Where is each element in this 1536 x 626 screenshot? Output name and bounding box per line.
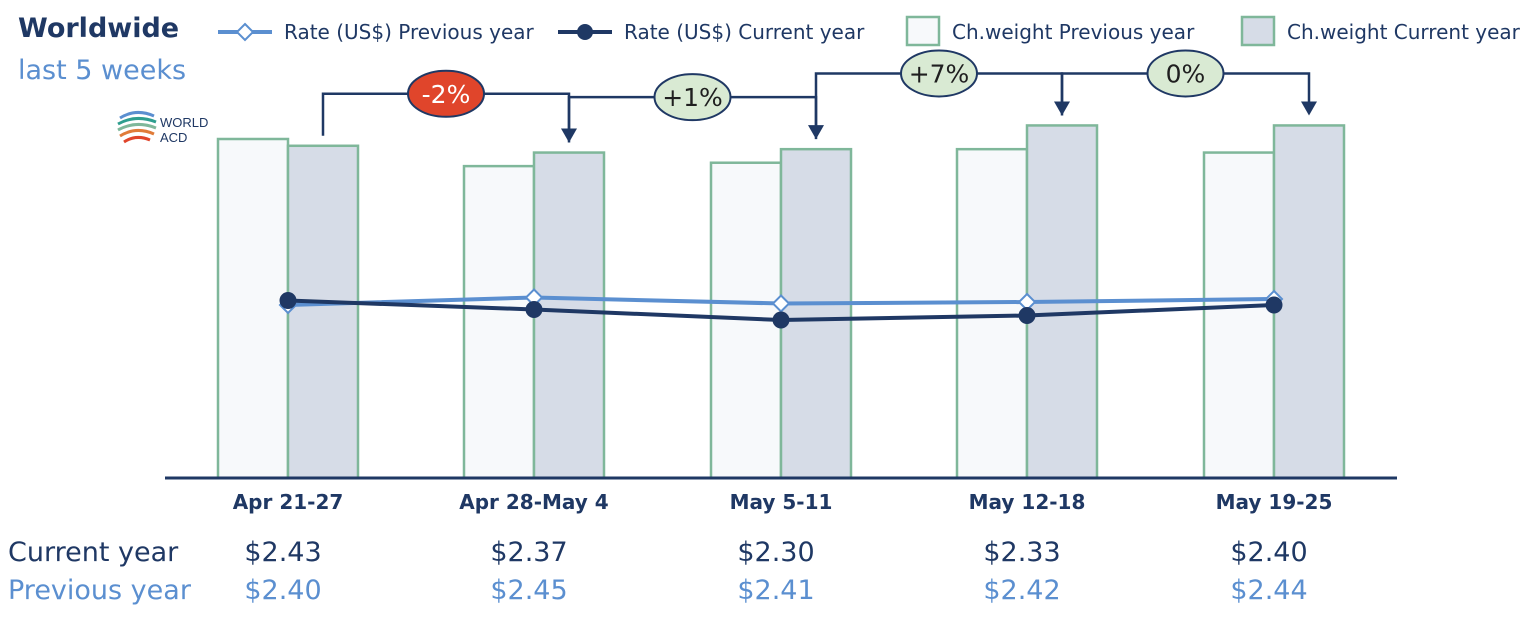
row-label-previous-year: Previous year: [8, 575, 192, 606]
table-value-previous: $2.41: [737, 575, 814, 606]
change-badge-label: 0%: [1166, 59, 1206, 88]
point-rate-current: [279, 292, 297, 309]
row-label-current-year: Current year: [8, 537, 179, 568]
table-value-current: $2.37: [490, 537, 567, 568]
x-tick-label: Apr 28-May 4: [459, 490, 608, 514]
arrow-down-icon: [1301, 101, 1317, 116]
table-value-previous: $2.40: [244, 575, 321, 606]
bar-weight-previous: [462, 164, 536, 480]
legend-label-rate-previous: Rate (US$) Previous year: [284, 20, 535, 44]
bar-weight-current: [779, 147, 853, 480]
chart-subtitle: last 5 weeks: [18, 55, 186, 86]
change-badge: [1146, 49, 1225, 98]
x-tick-label: Apr 21-27: [233, 490, 344, 514]
change-arrows: -2% +1% +7% 0%: [321, 49, 1317, 143]
point-rate-current: [772, 311, 790, 329]
logo-text-line2: ACD: [160, 130, 187, 145]
logo-text-line1: WORLD: [160, 115, 208, 130]
legend: Rate (US$) Previous year Rate (US$) Curr…: [218, 15, 1521, 47]
legend-item-rate-current: Rate (US$) Current year: [558, 20, 865, 44]
table-value-previous: $2.45: [490, 575, 567, 606]
bar-weight-previous: [1202, 151, 1276, 480]
change-badge: [407, 69, 485, 118]
table-value-current: $2.33: [983, 537, 1060, 568]
table-value-previous: $2.44: [1230, 575, 1307, 606]
x-tick-label: May 5-11: [730, 490, 833, 514]
bar-weight-previous: [955, 147, 1029, 480]
diamond-marker-icon: [235, 22, 255, 42]
table-value-current: $2.40: [1230, 537, 1307, 568]
change-badge-label: -2%: [422, 80, 471, 109]
point-rate-current: [525, 301, 543, 318]
change-badge: [653, 73, 732, 122]
change-badge-label: +1%: [662, 83, 723, 112]
point-rate-current: [1018, 307, 1036, 324]
legend-label-weight-previous: Ch.weight Previous year: [952, 20, 1195, 44]
x-tick-label: May 12-18: [969, 490, 1086, 514]
bar-weight-current: [1272, 124, 1346, 480]
light-box-icon: [905, 15, 941, 47]
legend-label-weight-current: Ch.weight Current year: [1287, 20, 1521, 44]
rate-lines: [278, 288, 1284, 329]
x-tick-label: May 19-25: [1216, 490, 1333, 514]
x-tick-labels: Apr 21-27 Apr 28-May 4 May 5-11 May 12-18 Ma…: [233, 490, 1333, 514]
legend-item-weight-previous: Ch.weight Previous year: [905, 15, 1195, 47]
table-value-previous: $2.42: [983, 575, 1060, 606]
bar-weight-current: [286, 144, 360, 480]
point-rate-current: [1265, 296, 1283, 314]
change-badge: [900, 49, 978, 98]
legend-item-weight-current: Ch.weight Current year: [1240, 15, 1521, 47]
legend-item-rate-previous: Rate (US$) Previous year: [218, 20, 535, 44]
bar-weight-current: [532, 151, 606, 480]
legend-label-rate-current: Rate (US$) Current year: [624, 20, 865, 44]
world-acd-logo: WORLD ACD: [117, 111, 208, 145]
circle-marker-icon: [577, 24, 593, 40]
bar-weight-previous: [216, 137, 290, 480]
rate-table: Current year Previous year $2.43 $2.37 $2.…: [8, 537, 1308, 606]
table-value-current: $2.30: [737, 537, 814, 568]
chart-title: Worldwide: [18, 13, 179, 44]
dark-box-icon: [1240, 15, 1276, 47]
table-value-current: $2.43: [244, 537, 321, 568]
change-badge-label: +7%: [909, 59, 970, 88]
